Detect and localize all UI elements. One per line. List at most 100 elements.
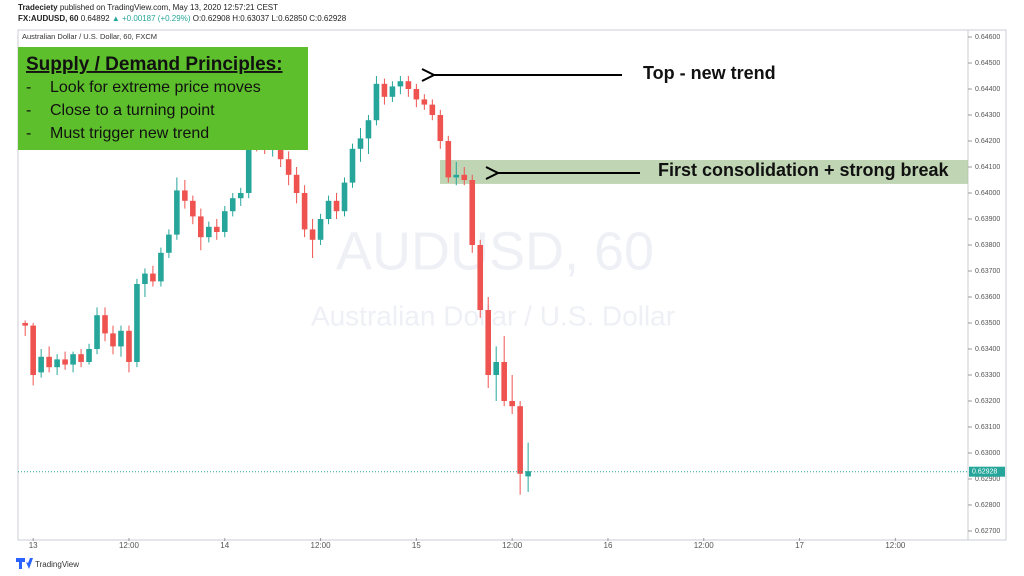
candle-body	[413, 89, 420, 100]
watermark-subtitle: Australian Dollar / U.S. Dollar	[311, 300, 675, 331]
candle-body	[54, 359, 60, 368]
candle-body	[38, 356, 44, 373]
brand-logo	[16, 558, 33, 569]
candle-body	[70, 354, 76, 365]
candle-body	[150, 273, 156, 282]
candle-body	[405, 81, 412, 90]
y-tick-label: 0.64000	[975, 190, 1000, 197]
header-line: Tradeciety published on TradingView.com,…	[18, 3, 278, 12]
publisher: Tradeciety	[18, 3, 58, 12]
y-tick-label: 0.63200	[975, 398, 1000, 405]
candle-body	[309, 229, 316, 240]
candle-body	[166, 234, 172, 253]
last-price-label: 0.62928	[972, 469, 997, 476]
candle-body	[373, 83, 380, 121]
y-tick-label: 0.63900	[975, 216, 1000, 223]
candle-body	[158, 252, 164, 282]
candle-body	[341, 182, 348, 212]
bullet-dash: -	[26, 102, 31, 119]
candle-body	[317, 219, 324, 240]
x-tick-label: 12:00	[502, 541, 523, 550]
y-tick-label: 0.64500	[975, 60, 1000, 67]
candle-body	[78, 354, 84, 362]
candle-body	[349, 148, 356, 183]
x-tick-label: 12:00	[694, 541, 715, 550]
brand: TradingView	[35, 560, 79, 569]
x-tick-label: 13	[29, 541, 38, 550]
y-tick-label: 0.62900	[975, 476, 1000, 483]
y-tick-label: 0.64300	[975, 112, 1000, 119]
x-tick-label: 14	[220, 541, 229, 550]
candle-body	[285, 159, 292, 175]
y-tick-label: 0.63700	[975, 268, 1000, 275]
candle-body	[190, 200, 196, 217]
y-tick-label: 0.62700	[975, 528, 1000, 535]
candle-body	[333, 200, 340, 212]
candle-body	[301, 193, 308, 230]
ohlc: O:0.62908 H:0.63037 L:0.62850 C:0.62928	[193, 14, 347, 23]
candle-body	[325, 200, 332, 220]
principles-background	[18, 47, 308, 150]
y-tick-label: 0.63800	[975, 242, 1000, 249]
candle-body	[126, 330, 132, 362]
y-tick-label: 0.64400	[975, 86, 1000, 93]
bullet: Must trigger new trend	[50, 125, 209, 142]
price: 0.64892	[81, 14, 110, 23]
candle-body	[477, 245, 484, 310]
y-tick-label: 0.63100	[975, 424, 1000, 431]
candle-body	[357, 138, 364, 149]
candle-body	[22, 322, 28, 326]
candle-body	[198, 216, 204, 238]
candle-body	[229, 198, 236, 212]
candle-body	[429, 104, 436, 116]
x-tick-label: 12:00	[311, 541, 332, 550]
candle-body	[221, 211, 228, 233]
candle-body	[46, 356, 52, 368]
candle-body	[381, 83, 388, 97]
candle-body	[94, 315, 100, 349]
y-tick-label: 0.64600	[975, 34, 1000, 41]
y-tick-label: 0.62800	[975, 502, 1000, 509]
watermark: AUDUSD, 60	[336, 221, 654, 281]
candle-body	[501, 361, 507, 401]
candle-body	[182, 190, 188, 201]
y-tick-label: 0.64100	[975, 164, 1000, 171]
y-tick-label: 0.63000	[975, 450, 1000, 457]
candle-body	[134, 284, 140, 362]
candle-body	[62, 359, 68, 365]
candle-body	[86, 348, 92, 362]
change: ▲ +0.00187 (+0.29%)	[112, 14, 191, 23]
candle-body	[237, 193, 244, 199]
bullet-dash: -	[26, 79, 31, 96]
candle-body	[485, 309, 492, 375]
last-price-badge	[969, 466, 1005, 477]
principles-list: - Look for extreme price moves - Close t…	[26, 79, 261, 142]
bullet: Close to a turning point	[50, 102, 215, 119]
candle-body	[245, 135, 252, 194]
candle-body	[118, 330, 124, 347]
candle-body	[389, 86, 396, 97]
consolidation-zone	[440, 159, 968, 184]
candle-body	[509, 400, 515, 407]
bullet: Look for extreme price moves	[50, 79, 261, 96]
y-tick-label: 0.63500	[975, 320, 1000, 327]
candle-body	[445, 141, 452, 178]
published: published on TradingView.com, May 13, 20…	[60, 3, 278, 12]
candle-body	[365, 120, 372, 139]
candle-body	[102, 315, 108, 334]
x-tick-label: 16	[604, 541, 613, 550]
plot-area: AUDUSD, 60 Australian Dollar / U.S. Doll…	[18, 76, 968, 495]
y-tick-label: 0.63600	[975, 294, 1000, 301]
candle-body	[293, 174, 300, 194]
footer	[0, 552, 1024, 576]
principles-title: Supply / Demand Principles:	[26, 54, 283, 75]
x-tick-label: 17	[795, 541, 804, 550]
candle-body	[174, 190, 180, 235]
candle-body	[110, 333, 116, 347]
candle-body	[493, 361, 499, 375]
x-tick-label: 12:00	[119, 541, 140, 550]
candle-body	[461, 174, 468, 181]
y-tick-label: 0.64200	[975, 138, 1000, 145]
candle-body	[517, 406, 523, 474]
